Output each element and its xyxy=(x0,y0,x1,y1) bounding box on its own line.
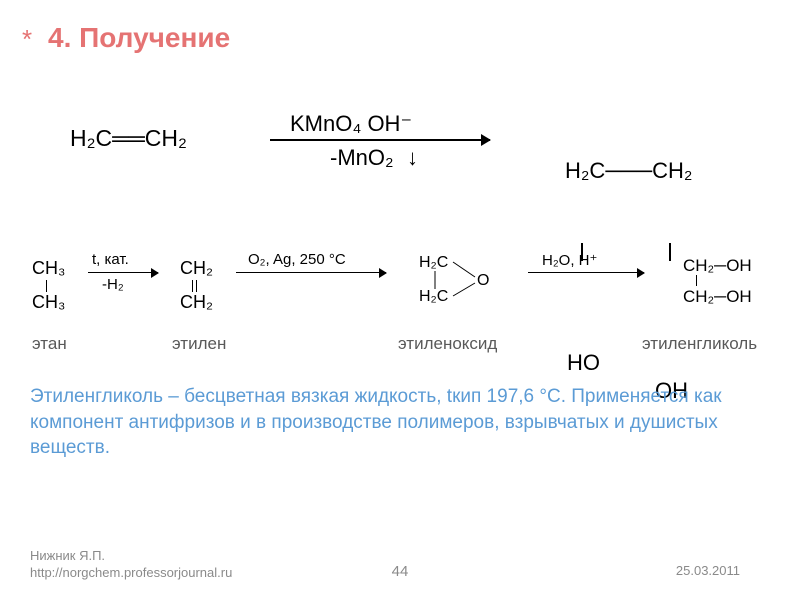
arrow-c-top: H₂O, H⁺ xyxy=(542,251,597,269)
footer-date: 25.03.2011 xyxy=(676,563,740,578)
glycol2-top: CH₂─OH xyxy=(683,255,752,278)
reactant-ethylene: H₂C══CH₂ xyxy=(70,125,187,152)
reaction1-byproduct: -MnO₂ xyxy=(330,145,394,171)
reaction1-arrow xyxy=(270,139,490,141)
mol-ethane: CH₃ CH₃ xyxy=(32,258,65,313)
arrow-a-bot: -H₂ xyxy=(102,276,124,293)
precipitate-arrow: ↓ xyxy=(407,145,418,171)
mol-ethylene2: CH₂ CH₂ xyxy=(180,258,213,313)
arrow-a xyxy=(88,272,158,273)
footer-author: Нижник Я.П. http://norgchem.professorjou… xyxy=(30,548,232,582)
epoxide-co-top xyxy=(453,262,475,277)
author-name: Нижник Я.П. xyxy=(30,548,232,565)
ethylene2-top: CH₂ xyxy=(180,258,213,280)
label-epoxide: этиленоксид xyxy=(398,334,497,354)
section-title: 4. Получение xyxy=(48,22,230,54)
page-number: 44 xyxy=(392,563,409,580)
ethane-ch3-top: CH₃ xyxy=(32,258,65,280)
epoxide-o-text: O xyxy=(477,272,489,289)
mol-glycol2: CH₂─OH CH₂─OH xyxy=(683,255,752,309)
arrow-c xyxy=(528,272,644,273)
title-star: * xyxy=(22,24,32,55)
label-ethane: этан xyxy=(32,334,67,354)
glycol-bond-right xyxy=(669,243,671,261)
label-ethylene: этилен xyxy=(172,334,226,354)
glycol-line1: H₂C───CH₂ xyxy=(565,157,692,186)
reaction1-reagents: KMnO₄ OH⁻ xyxy=(290,111,412,137)
description-paragraph: Этиленгликоль – бесцветная вязкая жидкос… xyxy=(30,384,760,461)
epoxide-h2c-top: H₂C xyxy=(419,254,448,271)
ethane-ch3-bot: CH₃ xyxy=(32,292,65,314)
author-url: http://norgchem.professorjournal.ru xyxy=(30,565,232,582)
glycol2-bond xyxy=(696,275,697,286)
epoxide-h2c-bot: H₂C xyxy=(419,288,448,305)
mol-epoxide: H₂C H₂C O xyxy=(419,251,503,312)
arrow-a-top: t, кат. xyxy=(92,251,129,268)
ethylene2-bot: CH₂ xyxy=(180,292,213,314)
arrow-b-top: O₂, Ag, 250 °C xyxy=(248,251,346,268)
glycol-oh-left: HO xyxy=(567,349,600,378)
epoxide-co-bot xyxy=(453,283,475,296)
ethylene2-bond2 xyxy=(196,280,197,292)
label-glycol: этиленгликоль xyxy=(642,334,757,354)
epoxide-svg: H₂C H₂C O xyxy=(419,251,503,307)
glycol2-bot: CH₂─OH xyxy=(683,286,752,309)
ethylene2-bond1 xyxy=(192,280,193,292)
arrow-b xyxy=(236,272,386,273)
ethane-bond xyxy=(46,280,47,292)
